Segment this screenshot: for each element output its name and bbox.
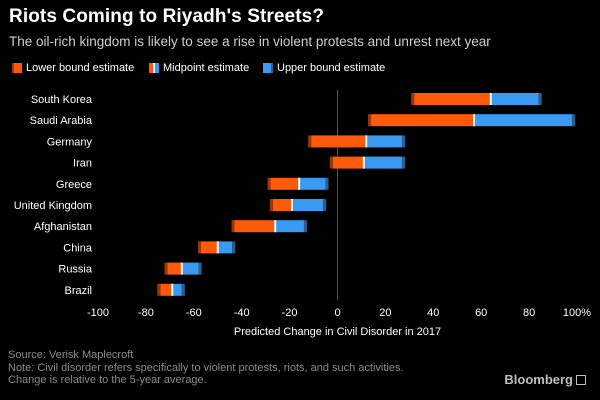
x-tick-label: -40 bbox=[234, 307, 250, 319]
midpoint-mark-greece bbox=[298, 177, 301, 190]
upper-cap-afghanistan bbox=[303, 220, 307, 233]
category-label-south-korea: South Korea bbox=[31, 94, 93, 106]
upper-bar-germany bbox=[366, 135, 403, 148]
midpoint-mark-germany bbox=[365, 135, 368, 148]
category-label-afghanistan: Afghanistan bbox=[34, 221, 92, 233]
upper-cap-south-korea bbox=[538, 93, 542, 105]
midpoint-mark-afghanistan bbox=[274, 220, 277, 233]
x-tick-label: 80 bbox=[523, 307, 535, 319]
upper-bar-saudi-arabia bbox=[474, 114, 573, 127]
x-tick-label: 20 bbox=[379, 307, 391, 319]
lower-cap-germany bbox=[308, 135, 312, 148]
upper-bar-iran bbox=[363, 156, 403, 169]
x-tick-label: -80 bbox=[138, 307, 154, 319]
category-label-brazil: Brazil bbox=[64, 285, 92, 297]
lower-cap-south-korea bbox=[411, 93, 415, 105]
upper-cap-russia bbox=[198, 262, 202, 275]
lower-bar-germany bbox=[311, 135, 367, 148]
midpoint-mark-united-kingdom bbox=[290, 199, 293, 211]
x-tick-label: -100 bbox=[87, 307, 109, 319]
upper-cap-brazil bbox=[181, 283, 185, 296]
upper-cap-germany bbox=[402, 135, 406, 148]
lower-bar-greece bbox=[270, 177, 300, 190]
lower-cap-iran bbox=[329, 156, 333, 169]
legend-swatch-upper bbox=[263, 63, 273, 73]
category-label-greece: Greece bbox=[56, 179, 92, 191]
upper-bar-china bbox=[217, 241, 233, 254]
x-tick-label: 40 bbox=[427, 307, 439, 319]
x-tick-label: 100% bbox=[563, 307, 591, 319]
legend-label-upper: Upper bound estimate bbox=[277, 62, 386, 74]
brand-name: Bloomberg bbox=[504, 372, 573, 387]
bloomberg-terminal-icon bbox=[576, 374, 586, 385]
legend-item-upper: Upper bound estimate bbox=[263, 61, 385, 75]
lower-cap-greece bbox=[267, 177, 271, 190]
category-label-saudi-arabia: Saudi Arabia bbox=[30, 115, 93, 127]
legend-swatch-lower bbox=[12, 63, 22, 73]
source-note: Source: Verisk Maplecroft bbox=[8, 349, 134, 361]
category-label-china: China bbox=[63, 242, 93, 254]
lower-cap-brazil bbox=[157, 283, 161, 296]
definition-note: Note: Civil disorder refers specifically… bbox=[8, 361, 404, 374]
upper-cap-saudi-arabia bbox=[572, 114, 576, 127]
category-label-iran: Iran bbox=[73, 158, 92, 170]
lower-bar-south-korea bbox=[414, 93, 491, 105]
upper-cap-iran bbox=[402, 156, 406, 169]
upper-bar-brazil bbox=[172, 283, 182, 296]
midpoint-mark-russia bbox=[180, 262, 183, 275]
x-tick-label: 60 bbox=[475, 307, 487, 319]
upper-bar-russia bbox=[181, 262, 199, 275]
upper-bar-greece bbox=[299, 177, 326, 190]
lower-bar-brazil bbox=[160, 283, 173, 296]
upper-cap-china bbox=[232, 241, 236, 254]
lower-bar-russia bbox=[167, 262, 182, 275]
midpoint-mark-south-korea bbox=[489, 93, 492, 105]
upper-bar-united-kingdom bbox=[291, 199, 324, 211]
lower-bar-united-kingdom bbox=[272, 199, 292, 211]
lower-bar-iran bbox=[332, 156, 364, 169]
range-bar-chart: South Korea Saudi Arabia Germany Iran Greece… bbox=[14, 90, 591, 338]
lower-cap-china bbox=[197, 241, 201, 254]
lower-bar-saudi-arabia bbox=[371, 114, 475, 127]
legend-item-lower: Lower bound estimate bbox=[12, 61, 134, 75]
legend-swatch-mid bbox=[149, 63, 159, 73]
legend-label-lower: Lower bound estimate bbox=[26, 62, 135, 74]
upper-bar-afghanistan bbox=[275, 220, 304, 233]
midpoint-mark-iran bbox=[362, 156, 365, 169]
x-tick-label: -20 bbox=[282, 307, 298, 319]
lower-cap-saudi-arabia bbox=[368, 114, 372, 127]
lower-cap-afghanistan bbox=[231, 220, 235, 233]
baseline-note: Change is relative to the 5-year average… bbox=[8, 374, 207, 386]
chart-subtitle: The oil-rich kingdom is likely to see a … bbox=[9, 34, 491, 49]
lower-bar-afghanistan bbox=[234, 220, 276, 233]
midpoint-mark-china bbox=[216, 241, 219, 254]
lower-cap-russia bbox=[164, 262, 168, 275]
chart-title: Riots Coming to Riyadh's Streets? bbox=[9, 6, 325, 27]
category-label-germany: Germany bbox=[47, 136, 93, 148]
legend-item-mid: Midpoint estimate bbox=[149, 61, 249, 75]
upper-cap-united-kingdom bbox=[323, 199, 327, 211]
x-tick-label: -60 bbox=[186, 307, 202, 319]
midpoint-mark-saudi-arabia bbox=[473, 114, 476, 127]
lower-bar-china bbox=[200, 241, 218, 254]
legend-label-mid: Midpoint estimate bbox=[163, 62, 250, 74]
category-label-russia: Russia bbox=[58, 264, 93, 276]
x-axis-label: Predicted Change in Civil Disorder in 20… bbox=[234, 326, 441, 338]
midpoint-mark-brazil bbox=[171, 283, 174, 296]
lower-cap-united-kingdom bbox=[269, 199, 273, 211]
footer: Source: Verisk Maplecroft Note: Civil di… bbox=[8, 349, 404, 387]
upper-cap-greece bbox=[325, 177, 329, 190]
bloomberg-logo: Bloomberg bbox=[504, 372, 586, 387]
category-label-united-kingdom: United Kingdom bbox=[14, 200, 92, 212]
upper-bar-south-korea bbox=[490, 93, 539, 105]
x-tick-label: 0 bbox=[334, 307, 340, 319]
